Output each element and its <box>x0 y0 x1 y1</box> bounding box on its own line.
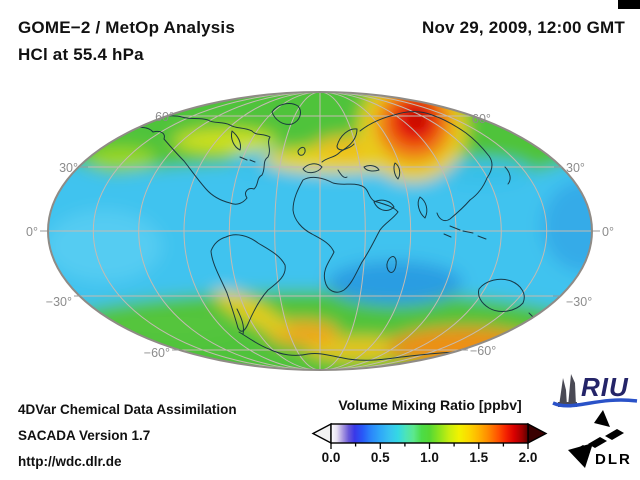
lat-label-left-60: 60° <box>155 110 174 124</box>
colorbar-title: Volume Mixing Ratio [ppbv] <box>338 397 521 413</box>
colorbar-ticks <box>330 443 529 449</box>
colorbar-left-arrow <box>311 422 332 445</box>
globe-rim <box>47 91 593 371</box>
lat-label-right-30: 30° <box>566 161 585 175</box>
riu-logo: RIU <box>552 372 638 408</box>
lat-label-right-m30: −30° <box>566 295 592 309</box>
cbar-label-2.0: 2.0 <box>519 450 538 465</box>
dlr-logo: DLR <box>568 410 632 468</box>
top-right-mark <box>618 0 640 9</box>
figure-datetime: Nov 29, 2009, 12:00 GMT <box>421 18 625 37</box>
coastlines <box>96 103 542 361</box>
latitude-labels: 60° 30° 0° −30° −60° 60° 30° 0° −30° −60… <box>26 110 614 360</box>
cbar-label-1.0: 1.0 <box>420 450 439 465</box>
lat-label-left-m30: −30° <box>46 295 72 309</box>
footer-line2: SACADA Version 1.7 <box>18 428 151 443</box>
colorbar-right-arrow <box>527 422 548 445</box>
lat-label-right-60: 60° <box>472 112 491 126</box>
lat-label-left-m60: −60° <box>144 346 170 360</box>
footer-line1: 4DVar Chemical Data Assimilation <box>18 402 237 417</box>
dlr-text: DLR <box>595 451 632 468</box>
figure-title-line1: GOME−2 / MetOp Analysis <box>18 18 236 37</box>
lat-label-right-0: 0° <box>602 225 614 239</box>
footer-url: http://wdc.dlr.de <box>18 454 122 469</box>
figure-title-line2: HCl at 55.4 hPa <box>18 45 144 64</box>
lat-label-left-30: 30° <box>59 161 78 175</box>
colorbar-tick-labels: 0.0 0.5 1.0 1.5 2.0 <box>322 450 538 465</box>
lat-label-right-m60: −60° <box>470 344 496 358</box>
colorbar: Volume Mixing Ratio [ppbv] 0.0 0.5 1.0 1… <box>311 397 548 465</box>
cbar-label-0.5: 0.5 <box>371 450 390 465</box>
cbar-label-0.0: 0.0 <box>322 450 341 465</box>
colorbar-gradient-bar <box>330 423 529 444</box>
lat-label-left-0: 0° <box>26 225 38 239</box>
riu-text: RIU <box>581 372 629 402</box>
globe-clip-group <box>48 92 592 370</box>
latitude-ticks <box>40 166 600 351</box>
cbar-label-1.5: 1.5 <box>469 450 488 465</box>
cathedral-icon <box>558 374 577 407</box>
riu-wave-icon <box>552 398 638 408</box>
dlr-emblem-icon <box>568 410 624 468</box>
